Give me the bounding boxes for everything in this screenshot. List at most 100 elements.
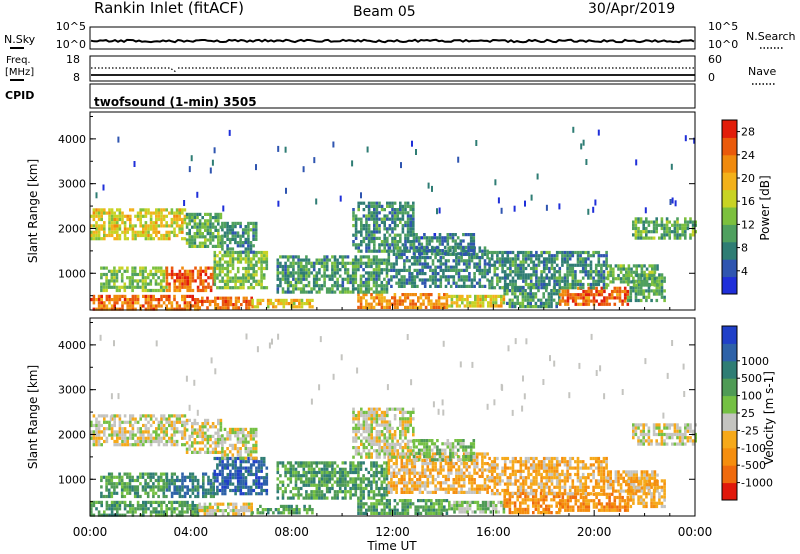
scatter-echo — [351, 160, 354, 167]
heatmap-cell — [204, 279, 208, 283]
freq-tick-top: 18 — [66, 53, 80, 66]
heatmap-cell — [465, 265, 469, 269]
heatmap-cell — [594, 263, 598, 267]
heatmap-cell — [423, 259, 427, 263]
heatmap-cell — [196, 485, 200, 489]
heatmap-cell — [160, 513, 163, 517]
heatmap-cell — [461, 294, 464, 298]
heatmap-cell — [202, 485, 205, 489]
heatmap-cell — [391, 214, 394, 218]
heatmap-cell — [550, 257, 554, 261]
heatmap-cell — [285, 504, 288, 508]
heatmap-cell — [105, 500, 109, 504]
heatmap-cell — [494, 504, 498, 508]
heatmap-cell — [173, 298, 176, 302]
heatmap-cell — [410, 272, 414, 276]
heatmap-cell — [605, 254, 608, 258]
heatmap-cell — [574, 293, 578, 297]
heatmap-cell — [216, 263, 219, 267]
heatmap-cell — [597, 508, 601, 512]
heatmap-cell — [660, 495, 664, 499]
heatmap-cell — [241, 234, 245, 238]
heatmap-cell — [393, 201, 397, 205]
heatmap-cell — [218, 279, 222, 283]
heatmap-cell — [186, 301, 189, 305]
heatmap-cell — [318, 284, 321, 288]
heatmap-cell — [364, 290, 368, 294]
heatmap-cell — [476, 500, 480, 504]
heatmap-cell — [526, 295, 530, 299]
heatmap-cell — [393, 236, 397, 240]
heatmap-cell — [548, 270, 551, 274]
heatmap-cell — [481, 249, 484, 253]
heatmap-cell — [362, 284, 365, 288]
heatmap-cell — [217, 241, 220, 245]
heatmap-cell — [455, 265, 458, 269]
heatmap-cell — [658, 282, 661, 287]
heatmap-cell — [501, 257, 504, 261]
heatmap-cell — [489, 504, 493, 508]
heatmap-cell — [616, 293, 619, 297]
heatmap-cell — [90, 298, 93, 302]
heatmap-cell — [341, 255, 345, 259]
heatmap-cell — [446, 242, 450, 246]
heatmap-cell — [566, 499, 570, 503]
heatmap-cell — [134, 237, 137, 241]
heatmap-cell — [558, 289, 561, 293]
heatmap-cell — [100, 504, 103, 508]
heatmap-cell — [372, 502, 376, 506]
heatmap-cell — [328, 464, 332, 468]
heatmap-cell — [508, 498, 512, 502]
heatmap-cell — [436, 249, 439, 253]
heatmap-cell — [157, 478, 160, 483]
heatmap-cell — [479, 301, 482, 305]
heatmap-cell — [136, 494, 140, 499]
heatmap-cell — [388, 302, 391, 306]
heatmap-cell — [555, 504, 558, 508]
heatmap-cell — [581, 270, 585, 274]
heatmap-cell — [524, 298, 527, 302]
heatmap-cell — [581, 282, 585, 287]
heatmap-cell — [417, 299, 420, 303]
heatmap-cell — [445, 299, 449, 303]
heatmap-cell — [619, 264, 623, 268]
heatmap-cell — [561, 289, 565, 294]
heatmap-cell — [221, 485, 224, 489]
heatmap-cell — [216, 466, 219, 470]
heatmap-cell — [513, 305, 517, 309]
heatmap-cell — [113, 513, 116, 517]
heatmap-cell — [310, 483, 313, 487]
heatmap-cell — [385, 511, 389, 515]
heatmap-cell — [144, 307, 148, 311]
heatmap-cell — [460, 249, 463, 253]
heatmap-cell — [241, 250, 245, 254]
heatmap-cell — [133, 279, 137, 283]
heatmap-cell — [256, 302, 260, 306]
heatmap-cell — [357, 204, 360, 208]
heatmap-cell — [231, 237, 235, 241]
heatmap-cell — [542, 257, 546, 261]
heatmap-cell — [577, 508, 580, 512]
heatmap-cell — [354, 277, 358, 281]
heatmap-cell — [508, 495, 512, 499]
scatter-echo — [315, 198, 318, 205]
heatmap-cell — [393, 505, 397, 509]
heatmap-cell — [392, 268, 396, 272]
heatmap-cell — [552, 495, 556, 499]
heatmap-cell — [383, 240, 386, 244]
heatmap-cell — [351, 493, 355, 497]
heatmap-cell — [121, 230, 124, 234]
heatmap-cell — [375, 287, 378, 291]
heatmap-cell — [640, 273, 644, 278]
heatmap-cell — [346, 280, 350, 285]
heatmap-cell — [383, 246, 386, 250]
heatmap-cell — [555, 301, 558, 305]
heatmap-cell — [475, 265, 479, 269]
heatmap-cell — [307, 258, 311, 262]
heatmap-cell — [338, 490, 342, 494]
heatmap-cell — [251, 298, 254, 302]
heatmap-cell — [522, 260, 525, 264]
heatmap-cell — [579, 296, 583, 300]
heatmap-cell — [123, 500, 127, 504]
scatter-echo — [284, 146, 287, 153]
